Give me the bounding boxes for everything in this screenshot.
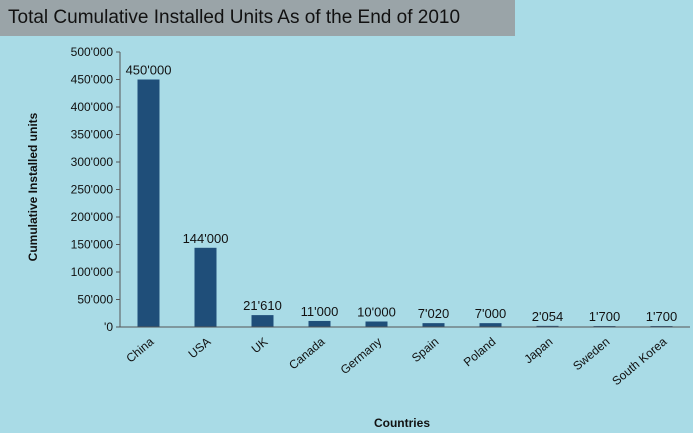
category-label: Sweden bbox=[570, 335, 612, 374]
y-tick-label: 300'000 bbox=[71, 155, 114, 169]
y-tick-label: 50'000 bbox=[77, 293, 113, 307]
chart-title: Total Cumulative Installed Units As of t… bbox=[8, 7, 461, 28]
bar-japan bbox=[536, 325, 559, 327]
category-label: Canada bbox=[286, 334, 327, 372]
data-label: 10'000 bbox=[357, 305, 396, 320]
category-label: UK bbox=[249, 335, 271, 356]
y-tick-label: '0 bbox=[104, 320, 113, 334]
data-label: 1'700 bbox=[646, 309, 677, 324]
data-label: 1'700 bbox=[589, 309, 620, 324]
data-label: 2'054 bbox=[532, 309, 563, 324]
data-label: 144'000 bbox=[183, 231, 229, 246]
category-label: USA bbox=[186, 335, 214, 362]
category-labels: China USA UK Canada Germany Spain Poland Japan S… bbox=[123, 334, 669, 388]
bar-canada bbox=[308, 320, 331, 327]
y-tick-label: 250'000 bbox=[71, 183, 114, 197]
y-tick-label: 350'000 bbox=[71, 128, 114, 142]
category-label: Poland bbox=[461, 335, 499, 370]
y-axis-title: Cumulative Installed units bbox=[26, 112, 40, 261]
category-label: Japan bbox=[521, 335, 555, 367]
bar-usa bbox=[194, 247, 217, 327]
category-label: South Korea bbox=[609, 334, 669, 388]
y-axis-ticks: '0 50'000 100'000 150'000 200'000 250'000 300'… bbox=[71, 45, 120, 334]
data-label: 11'000 bbox=[301, 304, 339, 319]
y-tick-label: 100'000 bbox=[71, 265, 114, 279]
data-label: 7'020 bbox=[418, 306, 449, 321]
chart-title-bar: Total Cumulative Installed Units As of t… bbox=[0, 0, 515, 36]
y-tick-label: 400'000 bbox=[71, 100, 114, 114]
bars bbox=[137, 79, 673, 327]
y-tick-label: 150'000 bbox=[71, 238, 114, 252]
bar-uk bbox=[251, 315, 274, 327]
y-tick-label: 450'000 bbox=[71, 73, 114, 87]
bar-china bbox=[137, 79, 160, 327]
bar-poland bbox=[479, 323, 502, 327]
bar-germany bbox=[365, 321, 388, 327]
data-labels: 450'000 144'000 21'610 11'000 10'000 7'020 7'0… bbox=[126, 63, 678, 325]
y-tick-label: 500'000 bbox=[71, 45, 114, 59]
category-label: Germany bbox=[338, 335, 385, 377]
bar-spain bbox=[422, 323, 445, 327]
data-label: 21'610 bbox=[243, 298, 282, 313]
x-axis-title: Countries bbox=[374, 416, 430, 430]
data-label: 450'000 bbox=[126, 63, 172, 78]
y-tick-label: 200'000 bbox=[71, 210, 114, 224]
category-label: Spain bbox=[409, 335, 442, 365]
data-label: 7'000 bbox=[475, 306, 506, 321]
category-label: China bbox=[123, 334, 156, 365]
